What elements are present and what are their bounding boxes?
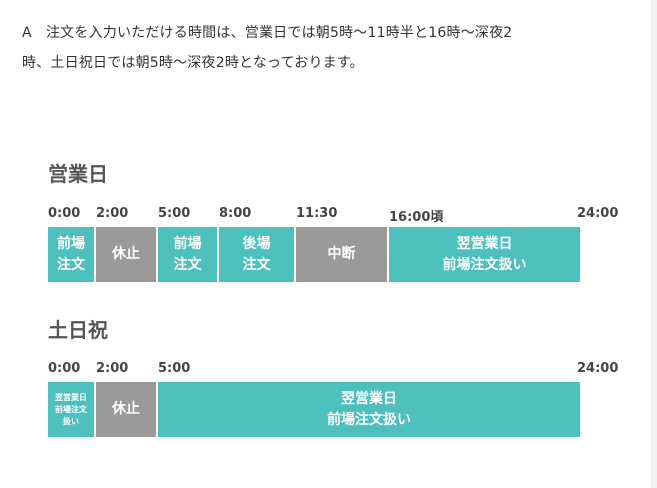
segment-pause: 休止 <box>96 382 156 437</box>
tick-label: 16:00頃 <box>389 210 444 225</box>
segment-label: 前場 注文 <box>57 236 85 273</box>
tick-label: 24:00 <box>577 206 619 221</box>
tick-label: 0:00 <box>48 361 81 376</box>
tick-label: 11:30 <box>296 206 338 221</box>
segment-afternoon-order: 後場 注文 <box>219 227 294 282</box>
business-day-title: 営業日 <box>48 162 108 186</box>
tick-label: 24:00 <box>577 361 619 376</box>
segment-label: 前場 注文 <box>173 236 202 273</box>
holiday-title: 土日祝 <box>48 318 108 342</box>
segment-interruption: 中断 <box>296 227 387 282</box>
tick-label: 2:00 <box>96 361 129 376</box>
tick-label: 5:00 <box>158 206 191 221</box>
segment-label: 休止 <box>112 401 140 418</box>
page-scrollbar[interactable] <box>651 0 657 488</box>
segment-pause: 休止 <box>96 227 156 282</box>
answer-line-1: A 注文を入力いただける時間は、営業日では朝5時～11時半と16時～深夜2 <box>22 25 513 41</box>
segment-morning-order: 前場 注文 <box>158 227 217 282</box>
segment-label: 翌営業日 前場注文 扱い <box>55 392 87 426</box>
segment-next-day-morning: 翌営業日 前場注文扱い <box>158 382 580 437</box>
segment-label: 中断 <box>327 246 356 263</box>
answer-line-2: 時、土日祝日では朝5時～深夜2時となっております。 <box>22 55 364 71</box>
segment-label: 休止 <box>112 246 140 263</box>
segment-next-day-morning: 翌営業日 前場注文扱い <box>389 227 580 282</box>
tick-label: 8:00 <box>219 206 252 221</box>
tick-label: 5:00 <box>158 361 191 376</box>
tick-label: 0:00 <box>48 206 81 221</box>
segment-label: 後場 注文 <box>242 236 271 273</box>
segment-morning-order: 前場 注文 <box>48 227 94 282</box>
segment-label: 翌営業日 前場注文扱い <box>327 391 411 428</box>
segment-next-day-morning-small: 翌営業日 前場注文 扱い <box>48 382 94 437</box>
answer-text: A 注文を入力いただける時間は、営業日では朝5時～11時半と16時～深夜2 時、… <box>22 18 622 78</box>
tick-label: 2:00 <box>96 206 129 221</box>
segment-label: 翌営業日 前場注文扱い <box>442 236 527 273</box>
